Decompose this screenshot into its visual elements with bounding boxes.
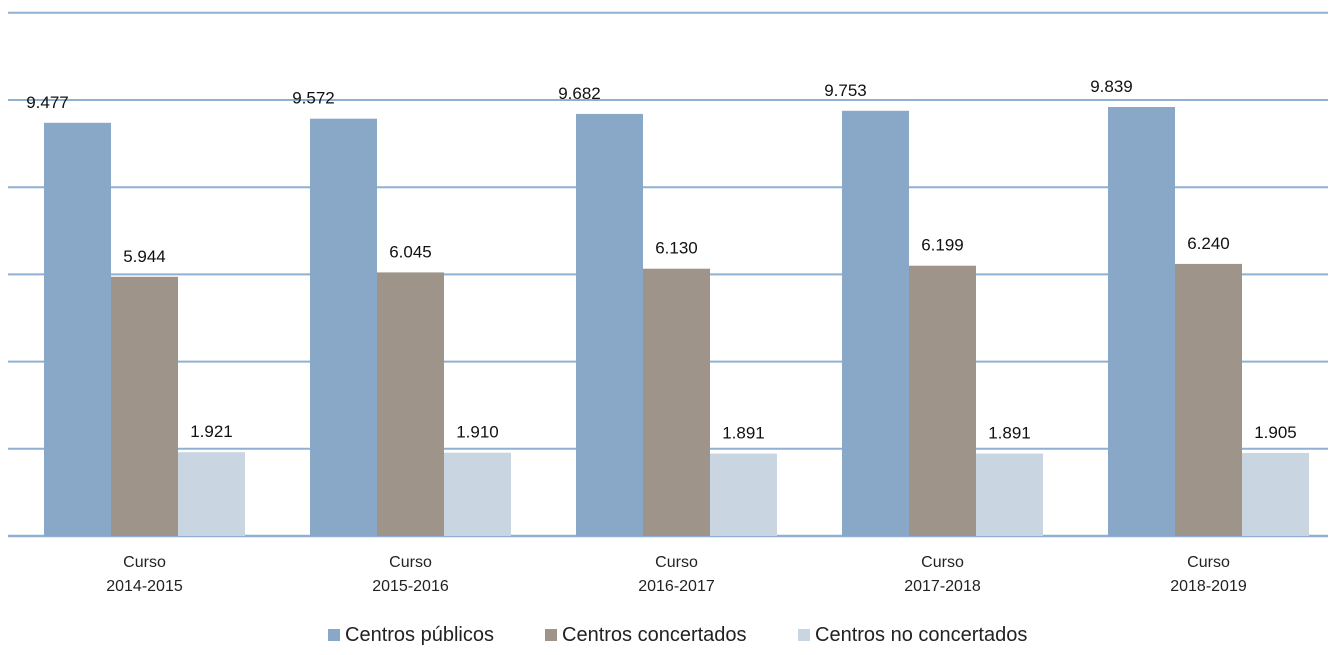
x-tick-label: 2015-2016 [372,578,449,595]
x-tick-label: Curso [655,554,698,571]
legend-swatch [545,629,557,641]
legend: Centros públicos Centros concertados Centr… [328,624,1027,646]
data-label: 6.199 [921,236,964,255]
value-labels: 9.477 9.572 9.682 9.753 9.839 5.944 6.045 6.130… [26,77,1297,443]
data-label: 6.045 [389,242,432,261]
data-label: 9.477 [26,93,69,112]
legend-label: Centros concertados [562,624,747,646]
bar-publicos [1108,107,1175,536]
data-label: 6.130 [655,239,698,258]
bar-concertados [1175,263,1242,536]
x-tick-label: Curso [389,554,432,571]
data-label: 6.240 [1187,234,1230,253]
x-tick-label: Curso [1187,554,1230,571]
data-label: 9.682 [558,84,601,103]
data-label: 1.910 [456,423,499,442]
x-tick-label: Curso [123,554,166,571]
bar-concertados [909,265,976,536]
x-axis: Curso 2014-2015 Curso 2015-2016 Curso 2016-20… [106,554,1247,595]
data-label: 1.921 [190,422,233,441]
bar-publicos [44,122,111,537]
bar-no-concertados [710,453,777,536]
bar-publicos [310,118,377,536]
x-tick-label: 2014-2015 [106,578,183,595]
bar-concertados [377,272,444,536]
bar-publicos [576,113,643,537]
data-label: 1.891 [988,424,1031,443]
data-label: 1.905 [1254,423,1297,442]
bar-no-concertados [1242,452,1309,536]
legend-swatch [328,629,340,641]
bar-no-concertados [976,453,1043,536]
legend-label: Centros públicos [345,624,494,646]
x-tick-label: 2017-2018 [904,578,981,595]
data-label: 5.944 [123,247,166,266]
bar-concertados [111,276,178,536]
bar-publicos [842,110,909,537]
data-label: 9.839 [1090,77,1133,96]
legend-swatch [798,629,810,641]
x-tick-label: 2016-2017 [638,578,715,595]
bar-concertados [643,268,710,536]
bars [44,107,1309,537]
bar-no-concertados [444,452,511,536]
data-label: 9.572 [292,89,335,108]
data-label: 1.891 [722,424,765,443]
bar-no-concertados [178,452,245,536]
x-tick-label: 2018-2019 [1170,578,1247,595]
legend-label: Centros no concertados [815,624,1027,646]
data-label: 9.753 [824,81,867,100]
x-tick-label: Curso [921,554,964,571]
